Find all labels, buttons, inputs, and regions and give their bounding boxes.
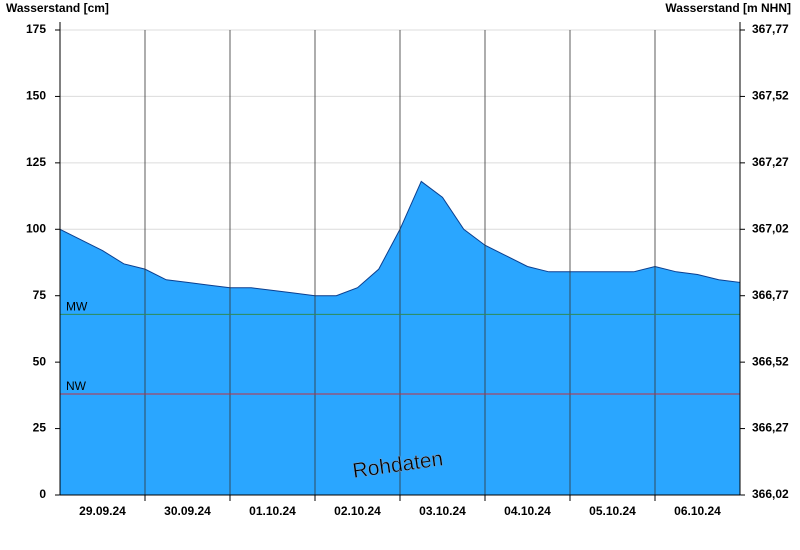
x-tick-label: 30.09.24 <box>164 504 211 518</box>
y-tick-label: 100 <box>26 221 46 235</box>
y2-tick-label: 366,02 <box>752 487 789 501</box>
y-tick-label: 50 <box>33 354 47 368</box>
x-tick-label: 03.10.24 <box>419 504 466 518</box>
y-tick-label: 0 <box>39 487 46 501</box>
x-tick-label: 01.10.24 <box>249 504 296 518</box>
reference-label: NW <box>66 379 87 393</box>
x-tick-label: 06.10.24 <box>674 504 721 518</box>
y2-tick-label: 367,27 <box>752 155 789 169</box>
y-tick-label: 25 <box>33 421 47 435</box>
x-tick-label: 29.09.24 <box>79 504 126 518</box>
y-tick-label: 125 <box>26 155 46 169</box>
y2-axis-title: Wasserstand [m NHN] <box>665 1 791 15</box>
y2-tick-label: 367,77 <box>752 22 789 36</box>
y-tick-label: 175 <box>26 22 46 36</box>
y2-tick-label: 367,02 <box>752 221 789 235</box>
y-axis-title: Wasserstand [cm] <box>6 1 109 15</box>
x-tick-label: 02.10.24 <box>334 504 381 518</box>
reference-label: MW <box>66 299 88 313</box>
y2-tick-label: 366,52 <box>752 354 789 368</box>
y-tick-label: 150 <box>26 89 46 103</box>
y2-tick-label: 366,77 <box>752 288 789 302</box>
y-tick-label: 75 <box>33 288 47 302</box>
y2-tick-label: 366,27 <box>752 421 789 435</box>
x-tick-label: 05.10.24 <box>589 504 636 518</box>
y2-tick-label: 367,52 <box>752 89 789 103</box>
x-tick-label: 04.10.24 <box>504 504 551 518</box>
